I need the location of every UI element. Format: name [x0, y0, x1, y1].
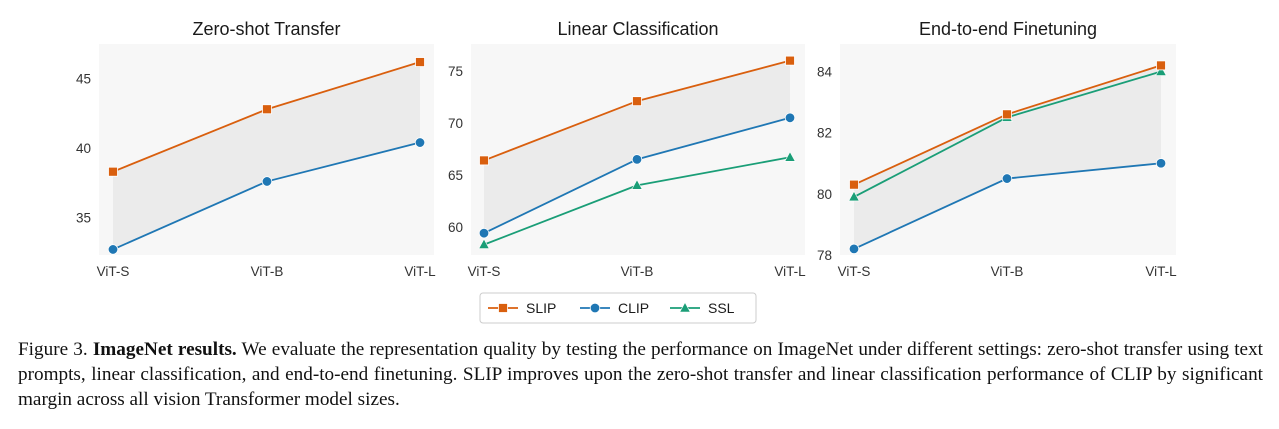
chart-zero-shot-transfer-ytick-40: 40: [76, 141, 91, 156]
legend-entry-slip: SLIP: [488, 300, 556, 316]
chart-zero-shot-transfer-point-slip-vit-l: [415, 57, 425, 67]
chart-linear-classification-xtick-vit-l: ViT-L: [774, 264, 806, 279]
chart-end-to-end-finetuning-ytick-84: 84: [817, 65, 833, 80]
chart-zero-shot-transfer-ytick-45: 45: [76, 72, 91, 87]
chart-end-to-end-finetuning-point-slip-vit-b: [1002, 109, 1012, 120]
legend: SLIP CLIP SSL: [479, 292, 757, 324]
legend-marker-slip: [498, 303, 508, 313]
chart-end-to-end-finetuning-point-clip-vit-s: [848, 243, 860, 255]
chart-linear-classification-xtick-vit-s: ViT-S: [468, 264, 501, 279]
chart-linear-classification-series-slip: [479, 55, 795, 166]
chart-zero-shot-transfer-shaded-band: [113, 62, 420, 250]
caption-label: Figure 3.: [18, 339, 88, 360]
chart-end-to-end-finetuning-ytick-78: 78: [817, 248, 832, 263]
chart-zero-shot-transfer-ytick-35: 35: [76, 211, 91, 226]
chart-end-to-end-finetuning: End-to-end Finetuning 78 80 82 84 ViT-S ViT-B V…: [817, 19, 1177, 279]
chart-end-to-end-finetuning-xtick-vit-b: ViT-B: [991, 264, 1024, 279]
chart-end-to-end-finetuning-series-clip: [848, 158, 1167, 255]
chart-linear-classification-point-slip-vit-b: [632, 96, 642, 107]
chart-end-to-end-finetuning-xtick-vit-l: ViT-L: [1145, 264, 1177, 279]
chart-zero-shot-transfer-series-slip: [108, 57, 425, 177]
chart-linear-classification-point-ssl-vit-l: [784, 151, 796, 162]
chart-linear-classification-ytick-70: 70: [448, 116, 463, 131]
chart-end-to-end-finetuning-series-slip: [849, 60, 1166, 190]
legend-label-ssl: SSL: [708, 300, 735, 316]
chart-end-to-end-finetuning-ytick-82: 82: [817, 126, 832, 141]
legend-box: [479, 292, 757, 324]
legend-label-slip: SLIP: [526, 300, 556, 316]
legend-entry-clip: CLIP: [580, 300, 649, 316]
chart-linear-classification-point-ssl-vit-b: [631, 179, 643, 190]
chart-end-to-end-finetuning-point-ssl-vit-l: [1155, 65, 1167, 76]
chart-zero-shot-transfer-point-clip-vit-b: [261, 176, 273, 187]
legend-entry-ssl: SSL: [670, 300, 735, 316]
chart-linear-classification-point-ssl-vit-s: [478, 238, 490, 249]
chart-linear-classification-point-clip-vit-b: [631, 154, 643, 165]
chart-zero-shot-transfer-xtick-vit-l: ViT-L: [404, 264, 436, 279]
chart-zero-shot-transfer-xtick-vit-b: ViT-B: [251, 264, 284, 279]
chart-linear-classification-xtick-vit-b: ViT-B: [621, 264, 654, 279]
chart-zero-shot-transfer-xtick-vit-s: ViT-S: [97, 264, 130, 279]
chart-zero-shot-transfer-point-clip-vit-l: [414, 137, 426, 148]
legend-marker-clip: [589, 302, 601, 314]
chart-linear-classification-point-clip-vit-s: [478, 227, 490, 239]
legend-marker-ssl: [679, 301, 691, 313]
chart-end-to-end-finetuning-xtick-vit-s: ViT-S: [838, 264, 871, 279]
chart-linear-classification-ytick-60: 60: [448, 220, 463, 235]
chart-zero-shot-transfer-point-slip-vit-b: [262, 104, 272, 115]
chart-linear-classification-ytick-75: 75: [448, 64, 463, 79]
legend-label-clip: CLIP: [618, 300, 649, 316]
chart-end-to-end-finetuning-point-clip-vit-b: [1001, 173, 1013, 184]
chart-end-to-end-finetuning-shaded-band: [854, 65, 1161, 249]
chart-linear-classification: Linear Classification 60 65 70 75 ViT-S ViT-B V…: [448, 19, 806, 279]
caption-bold-title: ImageNet results.: [92, 339, 237, 360]
chart-linear-classification-series-ssl: [478, 151, 796, 249]
chart-end-to-end-finetuning-title: End-to-end Finetuning: [919, 19, 1097, 39]
chart-linear-classification-shaded-band: [484, 60, 790, 234]
chart-zero-shot-transfer-series-clip: [107, 137, 426, 255]
chart-end-to-end-finetuning-point-ssl-vit-s: [848, 190, 860, 202]
chart-linear-classification-point-slip-vit-s: [479, 155, 489, 166]
chart-linear-classification-ytick-65: 65: [448, 168, 463, 183]
chart-zero-shot-transfer: Zero-shot Transfer 35 40 45 ViT-S ViT-B ViT-L: [76, 19, 436, 279]
chart-end-to-end-finetuning-point-slip-vit-s: [849, 179, 859, 190]
caption-text: We evaluate the representation quality b…: [18, 339, 1263, 410]
chart-end-to-end-finetuning-ytick-80: 80: [817, 187, 832, 202]
chart-zero-shot-transfer-title: Zero-shot Transfer: [192, 19, 340, 39]
chart-zero-shot-transfer-point-clip-vit-s: [107, 244, 119, 255]
chart-linear-classification-title: Linear Classification: [557, 19, 718, 39]
chart-linear-classification-series-clip: [478, 112, 796, 239]
figure-caption: Figure 3. ImageNet results. We evaluate …: [18, 337, 1263, 412]
chart-linear-classification-point-clip-vit-l: [784, 112, 796, 123]
chart-end-to-end-finetuning-point-clip-vit-l: [1155, 158, 1167, 169]
chart-linear-classification-point-slip-vit-l: [785, 55, 795, 66]
chart-end-to-end-finetuning-point-slip-vit-l: [1156, 60, 1166, 71]
chart-zero-shot-transfer-point-slip-vit-s: [108, 166, 118, 177]
